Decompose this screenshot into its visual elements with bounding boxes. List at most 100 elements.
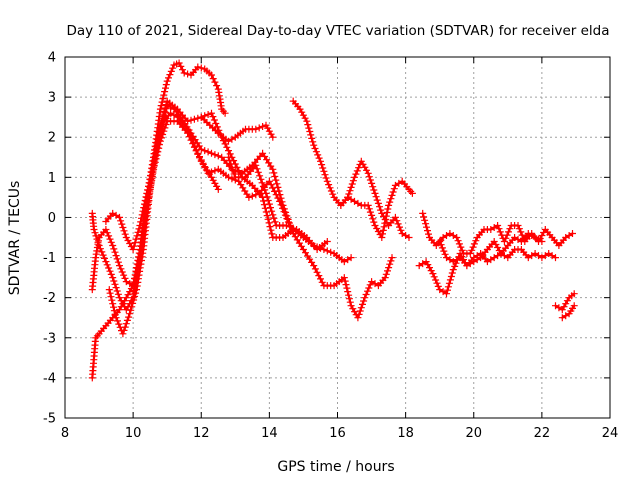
data-point [211,151,219,159]
data-point [125,313,133,321]
data-point [422,220,430,228]
data-point [109,242,117,249]
data-point [158,98,166,106]
data-point [378,209,386,217]
data-point [384,205,392,213]
data-point [112,284,120,292]
series-arc-13 [552,290,578,314]
data-point [319,164,327,172]
y-tick-label: 3 [48,91,56,106]
data-point [201,112,209,120]
data-point [455,240,463,248]
data-point [90,226,98,233]
data-point [194,63,202,71]
data-point [116,294,123,302]
data-point [114,317,121,325]
data-point [208,149,215,157]
data-point [325,181,333,189]
data-point [368,211,376,219]
data-point [227,160,235,168]
data-point [248,192,256,200]
data-point [93,235,101,243]
data-point [187,116,195,124]
data-point [107,238,115,246]
data-point [204,111,212,118]
x-tick-label: 14 [261,426,278,441]
data-point [137,218,145,226]
data-point [366,281,374,289]
data-point [134,228,142,236]
data-point [126,310,134,318]
data-point [118,220,126,228]
data-point [267,204,274,212]
series-line [91,61,227,379]
data-point [113,287,121,295]
data-point [214,185,222,193]
data-point [112,314,120,322]
data-point [169,64,177,72]
data-point [253,165,261,173]
data-point [156,133,164,141]
data-point [115,320,123,328]
data-point [563,297,571,305]
data-point [558,306,566,314]
data-point [223,143,231,151]
data-point [286,223,294,231]
y-tick-label: 1 [48,171,56,186]
data-point [308,134,316,142]
data-point [562,300,570,308]
data-point [381,219,389,227]
data-point [443,290,450,298]
data-point [118,268,126,276]
data-point [317,157,324,165]
data-point [323,238,331,245]
data-point [306,128,314,135]
data-point [209,75,217,83]
data-point [517,228,525,236]
series-arc-7 [225,153,331,253]
data-point [424,227,431,235]
data-point [269,211,277,219]
data-point [268,230,276,238]
data-point [256,172,264,180]
data-point [282,222,290,229]
data-point [360,297,368,305]
data-point [161,112,169,120]
data-point [397,226,405,234]
x-tick-labels: 8 10 12 14 16 18 20 22 24 [61,426,618,441]
data-point [216,130,224,138]
data-point [365,284,373,292]
data-point [180,69,188,77]
data-point [194,114,202,122]
data-point [117,217,125,225]
data-point [144,186,152,194]
data-point [280,205,288,213]
data-point [265,177,273,185]
data-point [270,169,278,177]
data-point [126,288,134,296]
data-point [318,161,326,169]
data-point [277,194,285,202]
data-point [212,120,220,127]
data-point [380,223,388,231]
data-point [307,131,315,139]
data-point [366,208,374,216]
data-point [346,187,354,195]
data-point [366,176,374,184]
data-point [311,145,319,152]
data-point [155,140,163,148]
data-point [430,273,438,281]
data-point [159,119,167,127]
y-tick-label: -3 [43,331,56,346]
data-point [433,279,441,287]
data-point [383,209,391,216]
data-point [124,237,132,244]
data-point [382,212,390,220]
data-point [261,204,269,212]
data-point [315,272,323,280]
data-point [385,264,393,272]
data-point [494,222,502,229]
data-point [347,183,355,191]
data-point [304,121,312,129]
